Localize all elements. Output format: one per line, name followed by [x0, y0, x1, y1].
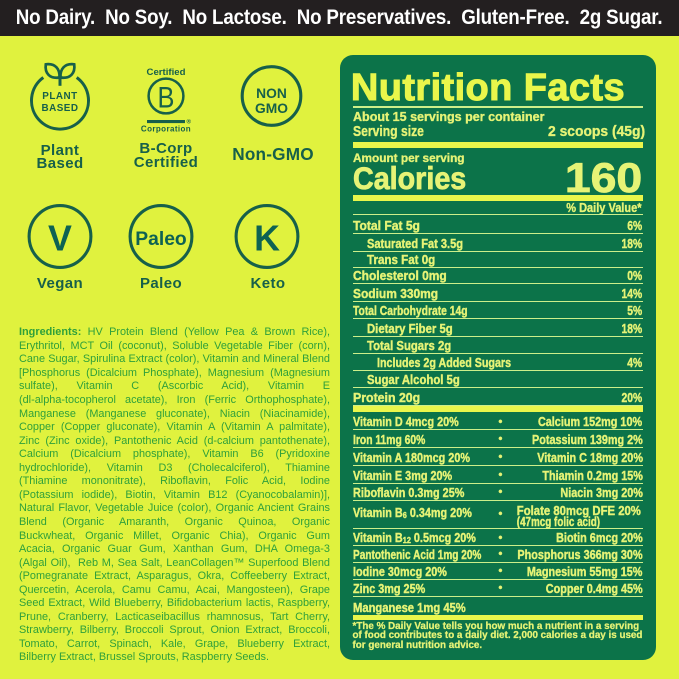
svg-text:V: V	[48, 219, 72, 259]
svg-text:K: K	[254, 219, 280, 259]
svg-text:Certified: Certified	[147, 67, 186, 78]
svg-text:B: B	[158, 80, 175, 113]
svg-text:BASED: BASED	[41, 103, 78, 114]
svg-text:GMO: GMO	[255, 101, 288, 116]
svg-text:®: ®	[187, 118, 192, 125]
svg-text:Corporation: Corporation	[141, 124, 191, 133]
svg-text:PLANT: PLANT	[42, 91, 77, 102]
svg-text:Paleo: Paleo	[135, 229, 187, 250]
svg-text:NON: NON	[256, 86, 287, 101]
